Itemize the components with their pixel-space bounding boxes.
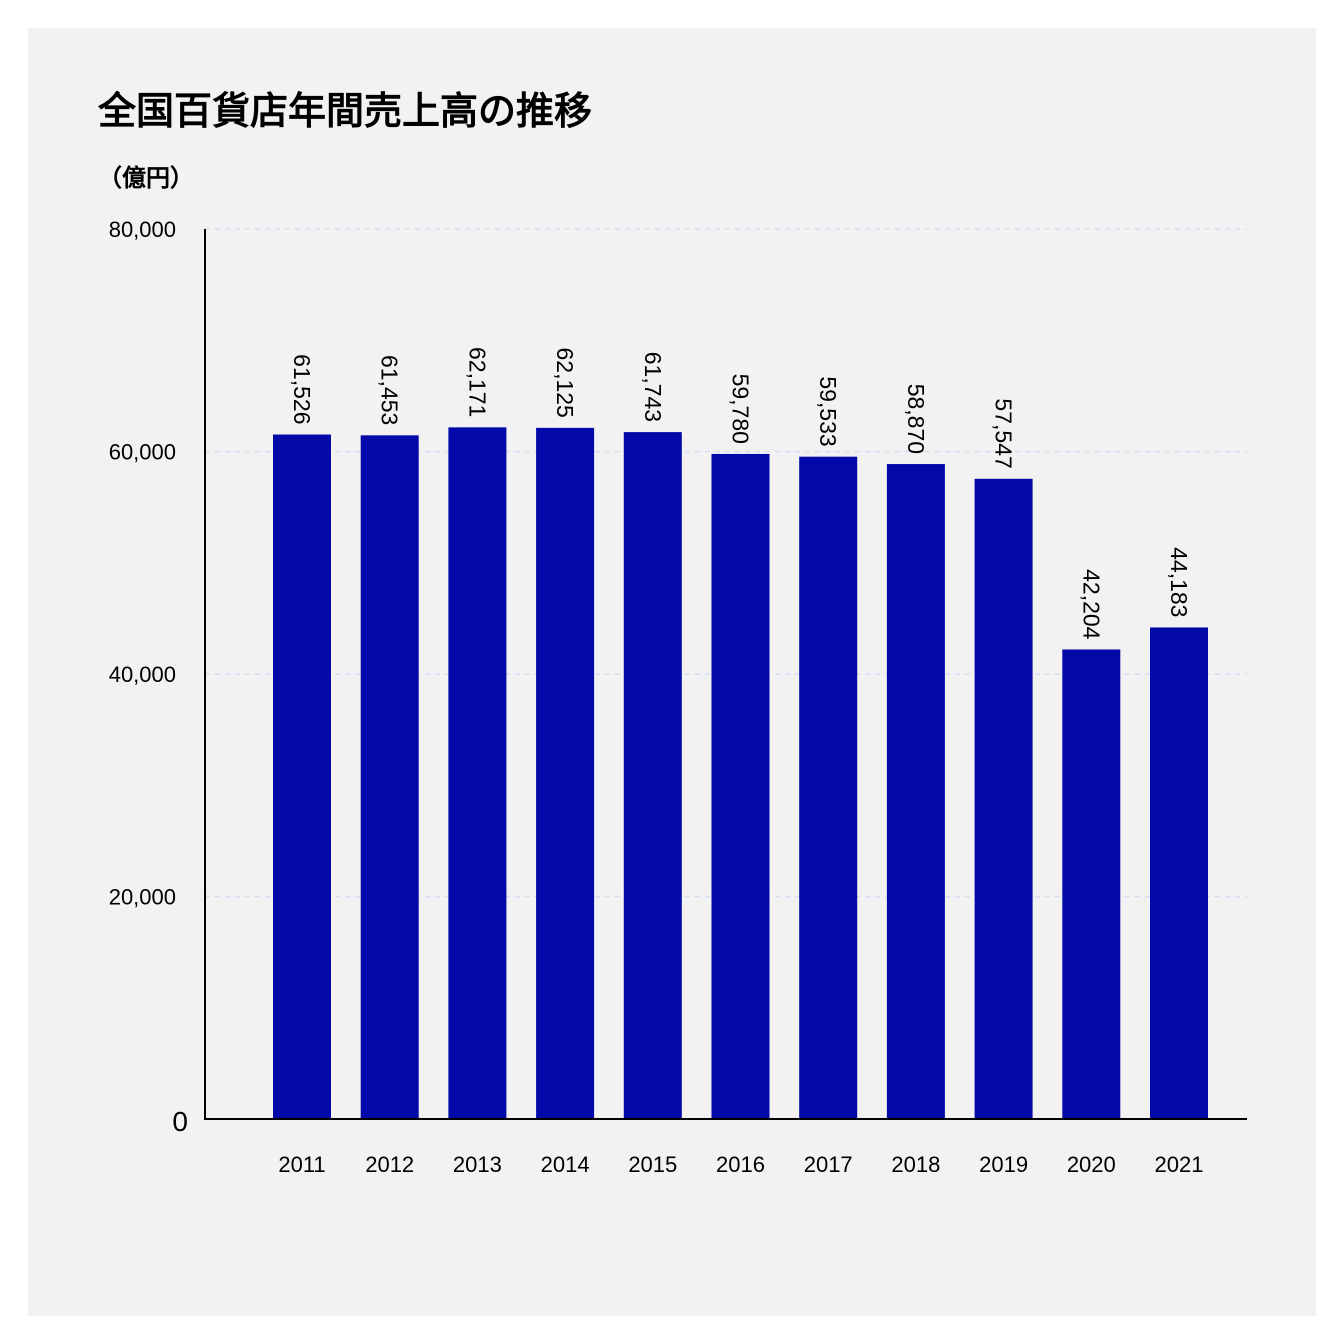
y-tick-label: 20,000 bbox=[109, 885, 176, 910]
bars bbox=[273, 427, 1208, 1119]
data-labels: 61,526 61,453 62,171 62,125 61,743 59,780 59,5… bbox=[289, 347, 1192, 640]
bar-2019 bbox=[974, 478, 1033, 1119]
x-tick-label: 2011 bbox=[278, 1152, 325, 1177]
chart-title: 全国百貨店年間売上高の推移 bbox=[98, 89, 593, 133]
x-tick-label: 2016 bbox=[716, 1152, 765, 1177]
data-label-2021: 44,183 bbox=[1166, 547, 1192, 617]
bar-2012 bbox=[360, 435, 419, 1119]
y-tick-label: 80,000 bbox=[109, 217, 176, 242]
x-tick-label: 2015 bbox=[628, 1152, 677, 1177]
x-tick-label: 2014 bbox=[541, 1152, 590, 1177]
data-label-2015: 61,743 bbox=[640, 352, 666, 422]
bar-2014 bbox=[536, 427, 595, 1119]
bar-2021 bbox=[1150, 627, 1208, 1119]
data-label-2014: 62,125 bbox=[552, 348, 578, 418]
data-label-2020: 42,204 bbox=[1078, 569, 1104, 640]
bar-2016 bbox=[711, 453, 770, 1119]
x-tick-label: 2013 bbox=[453, 1152, 502, 1177]
y-tick-label: 60,000 bbox=[109, 440, 176, 465]
bar-2015 bbox=[623, 432, 682, 1119]
data-label-2013: 62,171 bbox=[464, 347, 490, 417]
data-label-2016: 59,780 bbox=[728, 374, 754, 444]
bar-2017 bbox=[799, 456, 858, 1119]
x-tick-label: 2018 bbox=[891, 1152, 940, 1177]
data-label-2018: 58,870 bbox=[903, 384, 929, 454]
x-tick-label: 2021 bbox=[1155, 1152, 1204, 1177]
y-tick-label: 40,000 bbox=[109, 662, 176, 687]
x-axis-ticks: 2011 2012 2013 2014 2015 2016 2017 2018 2019 2020… bbox=[278, 1152, 1203, 1177]
x-tick-label: 2019 bbox=[979, 1152, 1028, 1177]
data-label-2017: 59,533 bbox=[815, 376, 841, 446]
bar-2020 bbox=[1062, 649, 1121, 1119]
x-tick-label: 2012 bbox=[365, 1152, 414, 1177]
data-label-2011: 61,526 bbox=[289, 354, 315, 424]
x-tick-label: 2020 bbox=[1067, 1152, 1116, 1177]
y-axis-ticks: 0 20,000 40,000 60,000 80,000 bbox=[109, 217, 188, 1137]
bar-2018 bbox=[886, 464, 945, 1119]
data-label-2019: 57,547 bbox=[991, 398, 1017, 468]
data-label-2012: 61,453 bbox=[377, 355, 403, 425]
bar-2013 bbox=[448, 427, 507, 1119]
unit-label: （億円） bbox=[98, 164, 194, 192]
bar-2011 bbox=[273, 434, 331, 1119]
y-tick-label: 0 bbox=[172, 1106, 188, 1137]
x-tick-label: 2017 bbox=[804, 1152, 853, 1177]
